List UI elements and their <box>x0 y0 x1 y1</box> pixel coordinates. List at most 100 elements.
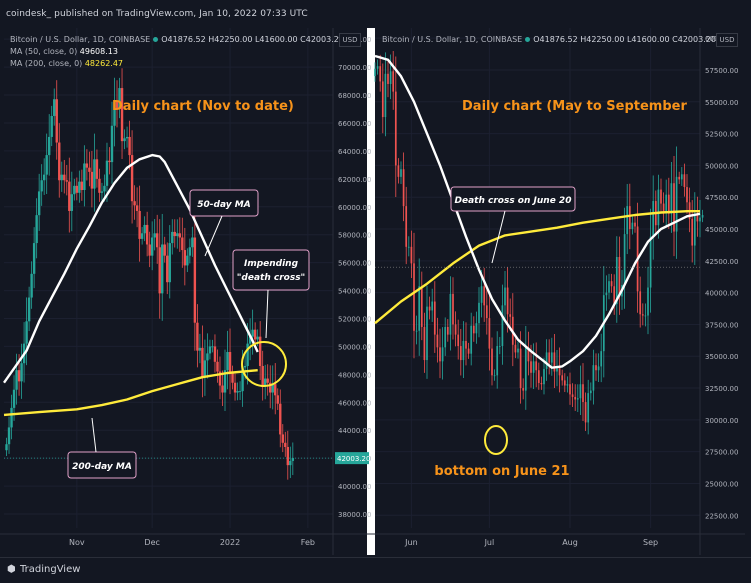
footer-brand[interactable]: TradingView <box>20 564 81 575</box>
candle-body <box>501 305 504 347</box>
left-currency-label: USD <box>339 33 361 47</box>
candle-body <box>213 346 217 362</box>
candle-body <box>540 382 543 385</box>
candle-body <box>571 394 574 397</box>
candle-body <box>221 385 224 393</box>
left-low: L41600.00 <box>254 35 298 44</box>
candle-body <box>188 247 192 256</box>
candle-body <box>623 234 626 285</box>
candle-body <box>680 174 683 180</box>
x-tick-label: Jul <box>484 538 495 547</box>
candle-body <box>693 213 696 246</box>
candle-body <box>662 203 665 213</box>
candle-body <box>444 326 447 348</box>
ma50-value: 49608.13 <box>79 47 118 56</box>
y-tick-label: 57500.00 <box>705 67 738 75</box>
candle-body <box>17 370 21 382</box>
candle-body <box>78 181 81 193</box>
candle-body <box>186 255 189 266</box>
candle-body <box>50 115 53 137</box>
candle-body <box>158 247 161 294</box>
death-cross-circle <box>241 341 287 387</box>
right-low: L41600.00 <box>626 35 670 44</box>
candle-body <box>446 326 449 335</box>
y-tick-label: 52000.00 <box>338 316 371 324</box>
candle-body <box>535 361 538 371</box>
right-high: H42250.00 <box>580 35 625 44</box>
candle-body <box>125 136 129 139</box>
ma50-line <box>374 54 701 369</box>
callout-death-cross-line2: "death cross" <box>237 273 306 283</box>
candle-body <box>392 71 395 92</box>
y-tick-label: 27500.00 <box>705 449 738 457</box>
candle-body <box>678 176 681 180</box>
candle-body <box>582 384 584 403</box>
y-tick-label: 37500.00 <box>705 321 738 329</box>
candle-body <box>279 403 282 435</box>
candle-body <box>657 189 660 226</box>
candle-body <box>48 136 51 156</box>
candle-body <box>193 237 197 323</box>
y-tick-label: 48000.00 <box>338 371 371 379</box>
callout-50ma-text: 50-day MA <box>197 200 250 210</box>
chart-title: Daily chart (May to September <box>462 99 687 114</box>
candle-body <box>63 174 66 181</box>
candle-body <box>584 402 587 423</box>
candle-body <box>649 236 652 288</box>
candle-body <box>58 142 61 181</box>
candle-body <box>155 233 159 248</box>
candle-body <box>176 233 179 237</box>
candle-body <box>475 323 478 334</box>
candle-body <box>589 390 592 394</box>
candle-body <box>457 334 460 347</box>
candle-body <box>647 287 649 316</box>
right-open: O41876.52 <box>533 35 578 44</box>
x-tick-label: 2022 <box>220 538 240 547</box>
candle-body <box>413 263 415 331</box>
y-tick-label: 25000.00 <box>705 480 738 488</box>
candle-body <box>449 293 452 335</box>
candle-body <box>35 215 38 244</box>
right-currency-label: USD <box>716 33 738 47</box>
y-tick-label: 60000.00 <box>338 204 371 212</box>
candle-body <box>198 347 202 351</box>
candle-body <box>276 395 279 404</box>
x-tick-label: Jun <box>404 538 418 547</box>
chart-title: Daily chart (Nov to date) <box>112 99 294 114</box>
candle-body <box>166 255 169 283</box>
x-tick-label: Aug <box>562 538 578 547</box>
candle-body <box>459 346 462 361</box>
candle-body <box>465 340 467 349</box>
candle-body <box>423 326 426 361</box>
candle-body <box>274 384 277 396</box>
candle-body <box>25 321 28 344</box>
candle-body <box>527 347 530 362</box>
ma50-line <box>3 153 259 384</box>
panel-0: 38000.0040000.0042000.0044000.0046000.00… <box>0 28 378 555</box>
bottom-circle <box>484 425 508 455</box>
ma200-label: MA (200, close, 0) <box>10 59 83 68</box>
candle-body <box>236 391 239 393</box>
candle-body <box>634 222 636 227</box>
candle-body <box>143 224 146 234</box>
candle-body <box>291 458 295 461</box>
candle-body <box>667 194 670 214</box>
left-legend: Bitcoin / U.S. Dollar, 1D, COINBASE O4187… <box>10 34 344 70</box>
candle-body <box>130 155 134 202</box>
candle-body <box>30 273 33 298</box>
candle-body <box>631 222 634 230</box>
candle-body <box>428 306 431 311</box>
candle-body <box>163 244 166 256</box>
candle-body <box>652 201 655 237</box>
candle-body <box>569 384 571 395</box>
candle-body <box>545 352 548 369</box>
candle-body <box>496 346 499 376</box>
callout-50ma <box>189 189 259 217</box>
y-tick-label: 52500.00 <box>705 131 738 139</box>
candle-body <box>45 155 48 175</box>
candle-body <box>73 185 76 195</box>
candle-body <box>93 159 96 189</box>
callout-death-cross-line1: Impending <box>244 259 299 269</box>
candle-body <box>271 384 274 393</box>
footer-bar: ⬢ TradingView <box>0 557 751 583</box>
